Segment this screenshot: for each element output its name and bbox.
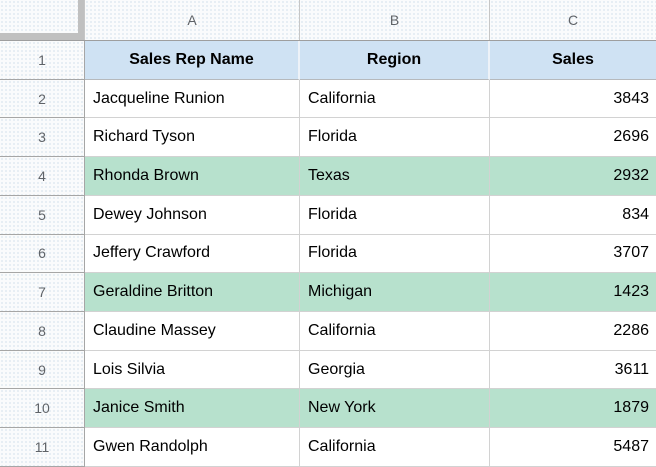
row-number[interactable]: 7 [0, 273, 85, 313]
row-number[interactable]: 2 [0, 79, 85, 119]
cell-region[interactable]: California [300, 312, 490, 351]
cell-sales-rep-name[interactable]: Richard Tyson [85, 118, 300, 158]
sheet-body: 1 Sales Rep Name Region Sales 2 Jacqueli… [0, 41, 656, 467]
header-cell-sales-rep-name[interactable]: Sales Rep Name [85, 41, 300, 80]
header-cell-sales[interactable]: Sales [490, 41, 656, 80]
corner-bar-vertical-icon [78, 0, 84, 33]
cell-region[interactable]: Michigan [300, 273, 490, 313]
table-row: 4 Rhonda Brown Texas 2932 [0, 157, 656, 196]
row-number[interactable]: 11 [0, 428, 85, 467]
table-row: 11 Gwen Randolph California 5487 [0, 428, 656, 467]
cell-region[interactable]: California [300, 428, 490, 467]
cell-sales[interactable]: 5487 [490, 428, 656, 467]
column-header-row: A B C [0, 0, 656, 41]
row-number[interactable]: 8 [0, 312, 85, 351]
cell-sales-rep-name[interactable]: Janice Smith [85, 389, 300, 429]
table-row: 9 Lois Silvia Georgia 3611 [0, 350, 656, 390]
header-cell-region[interactable]: Region [300, 41, 490, 80]
row-number[interactable]: 6 [0, 234, 85, 274]
table-row: 3 Richard Tyson Florida 2696 [0, 118, 656, 158]
column-header-a[interactable]: A [85, 0, 300, 40]
row-number[interactable]: 9 [0, 350, 85, 390]
cell-region[interactable]: California [300, 79, 490, 119]
cell-sales[interactable]: 3611 [490, 351, 656, 390]
cell-sales-rep-name[interactable]: Rhonda Brown [85, 157, 300, 196]
cell-region[interactable]: Georgia [300, 350, 490, 390]
cell-sales-rep-name[interactable]: Jeffery Crawford [85, 234, 300, 274]
cell-sales-rep-name[interactable]: Claudine Massey [85, 312, 300, 351]
cell-sales-rep-name[interactable]: Gwen Randolph [85, 428, 300, 467]
cell-sales-rep-name[interactable]: Dewey Johnson [85, 195, 300, 235]
row-number[interactable]: 4 [0, 157, 85, 196]
row-number[interactable]: 10 [0, 389, 85, 429]
row-number[interactable]: 1 [0, 41, 85, 80]
column-header-c[interactable]: C [490, 0, 656, 40]
column-header-b[interactable]: B [300, 0, 490, 40]
table-row: 7 Geraldine Britton Michigan 1423 [0, 273, 656, 313]
cell-sales-rep-name[interactable]: Lois Silvia [85, 350, 300, 390]
cell-sales[interactable]: 3843 [490, 80, 656, 119]
cell-sales[interactable]: 2696 [490, 118, 656, 158]
cell-region[interactable]: Florida [300, 118, 490, 158]
cell-sales[interactable]: 1879 [490, 389, 656, 429]
cell-sales[interactable]: 1423 [490, 273, 656, 313]
select-all-corner[interactable] [0, 0, 85, 40]
cell-region[interactable]: Florida [300, 195, 490, 235]
row-number[interactable]: 3 [0, 118, 85, 158]
corner-bar-horizontal-icon [0, 33, 84, 40]
row-number[interactable]: 5 [0, 195, 85, 235]
cell-sales-rep-name[interactable]: Geraldine Britton [85, 273, 300, 313]
header-row: 1 Sales Rep Name Region Sales [0, 41, 656, 80]
cell-sales-rep-name[interactable]: Jacqueline Runion [85, 79, 300, 119]
table-row: 10 Janice Smith New York 1879 [0, 389, 656, 429]
table-row: 6 Jeffery Crawford Florida 3707 [0, 234, 656, 274]
cell-region[interactable]: Texas [300, 157, 490, 196]
cell-sales[interactable]: 3707 [490, 235, 656, 274]
table-row: 2 Jacqueline Runion California 3843 [0, 79, 656, 119]
cell-sales[interactable]: 2286 [490, 312, 656, 351]
cell-region[interactable]: Florida [300, 234, 490, 274]
cell-sales[interactable]: 834 [490, 196, 656, 235]
table-row: 5 Dewey Johnson Florida 834 [0, 195, 656, 235]
table-row: 8 Claudine Massey California 2286 [0, 312, 656, 351]
cell-sales[interactable]: 2932 [490, 157, 656, 196]
cell-region[interactable]: New York [300, 389, 490, 429]
